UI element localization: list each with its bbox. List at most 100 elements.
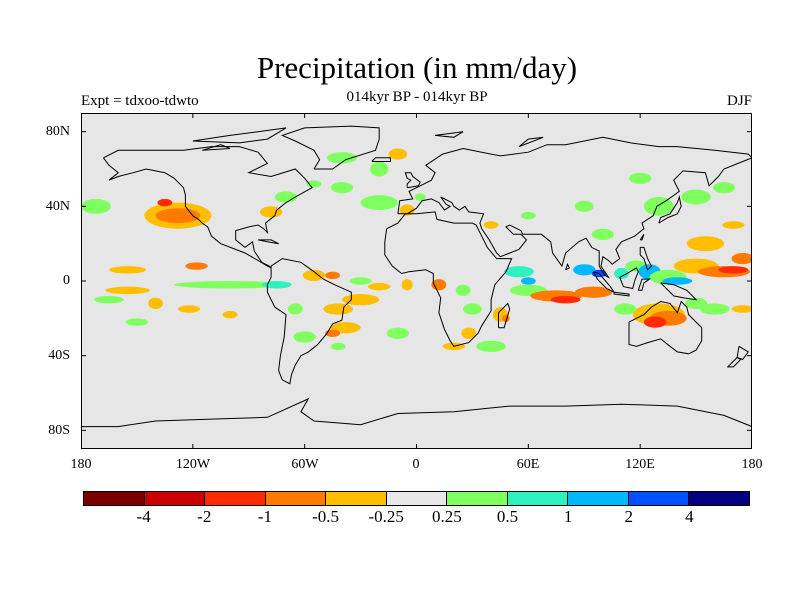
anomaly-region (722, 221, 745, 229)
coastlines (81, 125, 753, 428)
anomaly-region (81, 198, 111, 214)
anomaly-region (681, 189, 711, 205)
coastline (384, 211, 513, 347)
coastline (192, 127, 287, 144)
colorbar-label: -1 (257, 507, 272, 526)
colorbar-label: 0.25 (431, 507, 462, 526)
lon-tick-label: 0 (412, 457, 420, 472)
anomaly-region (368, 282, 391, 291)
coastline (628, 300, 703, 355)
anomaly-region (174, 281, 287, 289)
precipitation-map (80, 113, 754, 449)
anomaly-region (157, 198, 173, 207)
colorbar-swatch (507, 492, 569, 505)
anomaly-region (614, 303, 637, 315)
colorbar-label: -0.25 (368, 507, 404, 526)
coastline (266, 258, 352, 385)
anomaly-region (185, 262, 208, 270)
anomaly-region (177, 305, 201, 313)
coastline (257, 239, 279, 245)
anomaly-region (731, 253, 754, 265)
coastline (397, 136, 753, 279)
colorbar-label: 2 (624, 507, 633, 526)
anomaly-region (325, 329, 341, 337)
anomaly-region (325, 271, 341, 280)
coastline (202, 144, 231, 151)
coastline (102, 146, 313, 269)
coastline (404, 172, 421, 189)
lon-tick-label: 180 (70, 457, 92, 472)
anomaly-region (591, 228, 615, 240)
anomaly-region (712, 182, 736, 194)
anomaly-region (108, 266, 147, 274)
colorbar-swatch (265, 492, 327, 505)
colorbar-label: -0.5 (312, 507, 339, 526)
anomaly-region (574, 286, 613, 298)
anomaly-region (731, 305, 754, 313)
anomaly-region (520, 211, 536, 220)
anomaly-region (718, 266, 749, 274)
lon-tick-label: 60E (516, 457, 540, 472)
anomaly-region (455, 284, 471, 296)
colorbar-label: 1 (563, 507, 573, 526)
coastline (565, 262, 570, 271)
anomaly-region (643, 197, 674, 216)
lon-tick-label: 120W (175, 457, 211, 472)
lon-tick-label: 60W (291, 457, 319, 472)
coastline (660, 282, 698, 301)
colorbar-swatch (447, 492, 508, 505)
anomaly-region (573, 264, 596, 276)
anomaly-region (483, 221, 499, 229)
anomaly-region (261, 281, 292, 289)
map-title: Precipitation (in mm/day) (256, 50, 578, 85)
anomaly-region (330, 342, 346, 351)
anomaly-region (222, 310, 238, 319)
anomaly-region (399, 204, 415, 216)
anomaly-region (662, 277, 693, 285)
coastline (613, 291, 630, 297)
anomaly-region (148, 297, 164, 309)
anomaly-region (323, 303, 354, 315)
anomaly-region (401, 279, 413, 291)
colorbar-swatch (568, 492, 629, 505)
anomaly-region (684, 297, 708, 309)
anomaly-region (699, 303, 730, 315)
colorbar-swatch (689, 492, 750, 505)
anomaly-region (330, 182, 354, 194)
lon-tick-label: 120E (625, 457, 655, 472)
anomaly-region (259, 206, 283, 218)
anomaly-region (504, 266, 534, 278)
lat-tick-label: 40N (45, 199, 70, 214)
colorbar-swatch (84, 492, 145, 505)
colorbar-swatch (386, 492, 448, 505)
coastline (518, 136, 544, 148)
anomaly-region (369, 161, 389, 177)
anomaly-region (302, 269, 326, 281)
anomaly-region (349, 277, 372, 285)
coastline (639, 246, 653, 271)
anomaly-region (360, 195, 398, 211)
anomaly-region (287, 303, 303, 315)
anomaly-region (155, 208, 201, 224)
coastline (619, 267, 639, 290)
colorbar-label: -4 (136, 507, 151, 526)
anomaly-region (388, 148, 408, 160)
map-canvas (80, 113, 754, 449)
anomaly-region (461, 327, 477, 339)
coastline (280, 125, 380, 170)
colorbar-label: 4 (685, 507, 694, 526)
anomaly-region (105, 286, 150, 295)
anomaly-region (274, 191, 298, 203)
coastline (736, 345, 750, 360)
lat-tick-label: 40S (48, 348, 70, 363)
coastline (639, 234, 645, 241)
colorbar-label: 0.5 (496, 507, 519, 526)
experiment-label: Expt = tdxoo-tdwto (81, 93, 199, 109)
anomaly-region (520, 277, 536, 285)
anomaly-region (293, 331, 316, 343)
coastline (658, 195, 682, 224)
map-background (81, 113, 752, 449)
anomaly-region (125, 318, 149, 326)
colorbar-swatch (628, 492, 690, 505)
coastline (726, 357, 742, 368)
